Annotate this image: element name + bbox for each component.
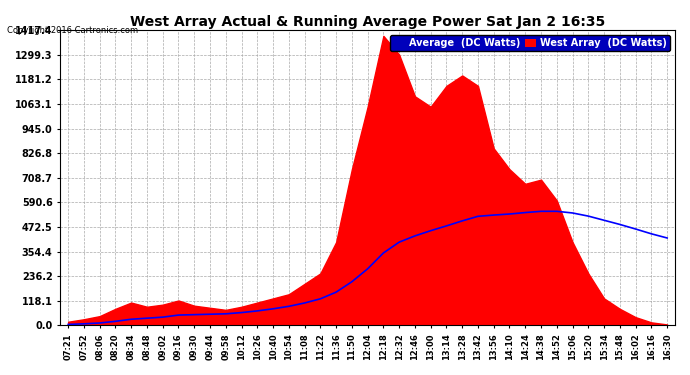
- Text: Copyright 2016 Cartronics.com: Copyright 2016 Cartronics.com: [7, 26, 138, 35]
- Title: West Array Actual & Running Average Power Sat Jan 2 16:35: West Array Actual & Running Average Powe…: [130, 15, 605, 29]
- Legend: Average  (DC Watts), West Array  (DC Watts): Average (DC Watts), West Array (DC Watts…: [390, 35, 670, 51]
